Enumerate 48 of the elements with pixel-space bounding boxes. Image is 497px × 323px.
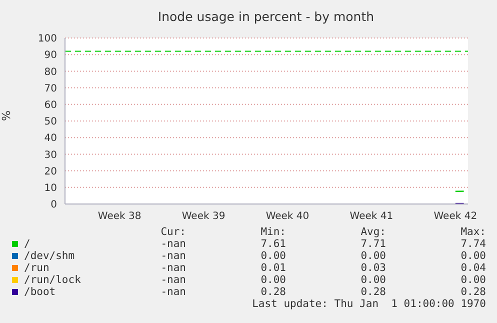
- text: 0.28: [460, 286, 486, 298]
- x-tick-label: Week 42: [434, 211, 478, 222]
- y-tick-label: 60: [44, 100, 57, 111]
- y-tick-label: 50: [44, 116, 57, 128]
- text: -nan: [160, 262, 186, 274]
- text: 0.28: [260, 286, 286, 298]
- text: Min:: [260, 226, 286, 238]
- text: Max:: [460, 226, 486, 238]
- x-tick-label: Week 41: [350, 211, 394, 222]
- y-tick-label: 80: [44, 66, 57, 78]
- text: -nan: [160, 238, 186, 250]
- y-tick-label: 100: [38, 34, 57, 45]
- legend-label: /boot: [23, 286, 57, 298]
- text: 0.00: [260, 274, 286, 286]
- text: Cur:: [160, 226, 186, 238]
- y-tick-label: 30: [44, 150, 57, 161]
- y-axis-title: %: [0, 110, 13, 121]
- y-tick-label: 40: [44, 133, 57, 144]
- legend-label: /run: [23, 262, 50, 274]
- text: 0.00: [460, 274, 486, 286]
- text: 0.00: [460, 250, 486, 262]
- text: 7.74: [460, 238, 486, 250]
- legend-label: /dev/shm: [23, 250, 76, 262]
- y-tick-label: 20: [44, 166, 57, 178]
- text: -nan: [160, 250, 186, 262]
- text: Last update: Thu Jan 1 01:00:00 1970: [251, 298, 486, 310]
- text: 0.00: [360, 250, 386, 262]
- text: 0.03: [360, 262, 386, 274]
- y-tick-label: 90: [44, 50, 57, 62]
- text: 0.00: [260, 250, 286, 262]
- text: 0.01: [260, 262, 286, 274]
- text: 0.28: [360, 286, 386, 298]
- text: 0.04: [460, 262, 486, 274]
- legend-label: /: [23, 238, 32, 250]
- text: -nan: [160, 286, 186, 298]
- text: -nan: [160, 274, 186, 286]
- x-tick-label: Week 39: [182, 211, 226, 222]
- text: 7.71: [360, 238, 386, 250]
- chart-title: Inode usage in percent - by month: [156, 9, 376, 24]
- y-tick-label: 70: [44, 83, 57, 94]
- text: 7.61: [260, 238, 286, 250]
- y-tick-label: 0: [50, 200, 57, 211]
- text: 0.00: [360, 274, 386, 286]
- y-tick-label: 10: [44, 182, 57, 194]
- x-tick-label: Week 40: [266, 211, 310, 222]
- text: Avg:: [360, 226, 386, 238]
- x-tick-label: Week 38: [98, 211, 142, 222]
- legend-label: /run/lock: [23, 274, 82, 286]
